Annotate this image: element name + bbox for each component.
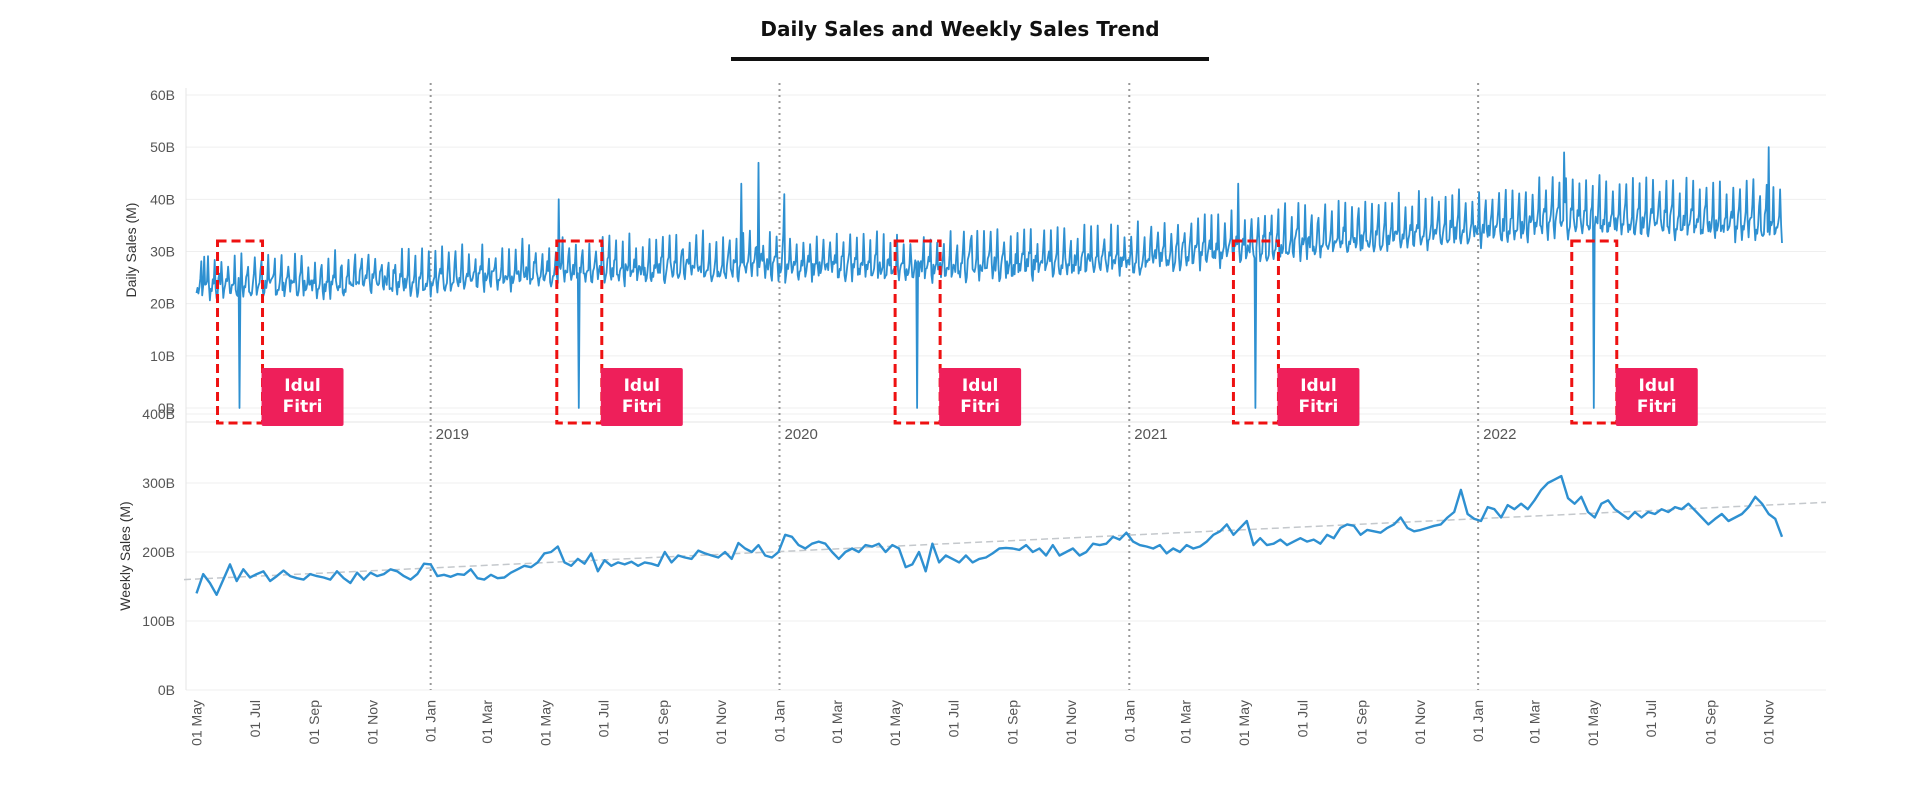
x-tick-label: 01 Jan [1121,700,1137,742]
idul-fitri-label-line2: Fitri [283,397,323,417]
chart-title: Daily Sales and Weekly Sales Trend [760,17,1160,41]
idul-fitri-highlight-box [893,239,942,425]
idul-fitri-label-line1: Idul [1300,376,1336,396]
y-tick-label-daily: 10B [150,348,175,364]
x-tick-label: 01 Nov [364,700,380,744]
x-tick-label: 01 May [1585,700,1601,746]
idul-fitri-highlight-box [1570,239,1619,425]
y-tick-label-daily: 20B [150,296,175,312]
idul-fitri-highlight-box [216,239,265,425]
y-tick-label-weekly: 300B [142,475,175,491]
year-label: 2020 [784,426,817,443]
x-tick-label: 01 Mar [1527,700,1543,744]
x-tick-label: 01 Jul [945,700,961,737]
daily-sales-line [195,146,1783,409]
x-tick-label: 01 May [1236,700,1252,746]
weekly-sales-line [195,474,1784,596]
weekly-trend-line [183,501,1827,581]
idul-fitri-label-line2: Fitri [1637,397,1677,417]
x-tick-label: 01 Nov [713,700,729,744]
y-tick-label-weekly: 200B [142,544,175,560]
x-tick-label: 01 Jul [247,700,263,737]
x-tick-label: 01 Sep [1005,700,1021,745]
y-tick-label-daily: 0B [158,400,175,416]
idul-fitri-label-line1: Idul [962,376,998,396]
y-tick-label-daily: 40B [150,191,175,207]
year-label: 2021 [1134,426,1167,443]
x-tick-label: 01 Nov [1761,700,1777,744]
x-tick-label: 01 Jan [771,700,787,742]
y-tick-label-daily: 60B [150,87,175,103]
y-axis-title-daily: Daily Sales (M) [123,203,139,298]
year-label: 2022 [1483,426,1516,443]
y-tick-label-weekly: 100B [142,613,175,629]
y-axis-title-weekly: Weekly Sales (M) [117,501,133,610]
x-tick-label: 01 May [189,700,205,746]
x-tick-label: 01 Mar [479,700,495,744]
y-tick-label-daily: 30B [150,244,175,260]
idul-fitri-label-box [261,368,344,426]
idul-fitri-highlight-box [1231,239,1280,425]
idul-fitri-highlight-box [555,239,604,425]
x-tick-label: 01 Jan [423,700,439,742]
y-tick-label-weekly: 0B [158,682,175,698]
x-tick-label: 01 Jul [1294,700,1310,737]
x-tick-label: 01 May [537,700,553,746]
x-tick-label: 01 Sep [1354,700,1370,745]
x-tick-label: 01 May [887,700,903,746]
idul-fitri-label-line2: Fitri [1299,397,1339,417]
idul-fitri-label-line2: Fitri [960,397,1000,417]
idul-fitri-label-line2: Fitri [622,397,662,417]
x-tick-label: 01 Nov [1412,700,1428,744]
idul-fitri-label-box [1277,368,1360,426]
x-tick-label: 01 Mar [829,700,845,744]
idul-fitri-label-line1: Idul [284,376,320,396]
idul-fitri-label-line1: Idul [1639,376,1675,396]
y-tick-label-daily: 50B [150,139,175,155]
title-underline [731,57,1209,61]
x-tick-label: 01 Jul [1643,700,1659,737]
x-tick-label: 01 Jul [596,700,612,737]
idul-fitri-label-box [939,368,1022,426]
x-tick-label: 01 Sep [655,700,671,745]
x-tick-label: 01 Jan [1470,700,1486,742]
y-tick-label-weekly: 400B [142,406,175,422]
idul-fitri-label-line1: Idul [624,376,660,396]
year-label: 2019 [436,426,469,443]
x-tick-label: 01 Mar [1178,700,1194,744]
idul-fitri-label-box [1615,368,1698,426]
x-tick-label: 01 Sep [1702,700,1718,745]
x-tick-label: 01 Sep [306,700,322,745]
x-tick-label: 01 Nov [1063,700,1079,744]
idul-fitri-label-box [600,368,683,426]
